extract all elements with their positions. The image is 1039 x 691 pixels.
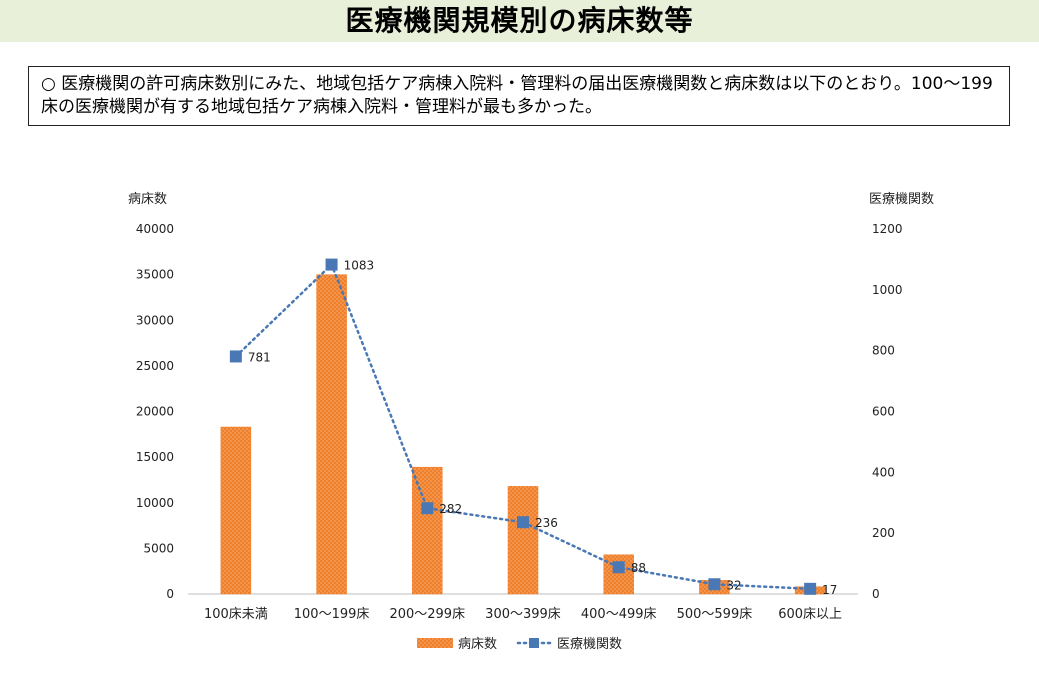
bar (220, 426, 252, 595)
data-label: 282 (439, 502, 462, 516)
x-tick-label: 400～499床 (581, 607, 657, 622)
data-label: 1083 (344, 259, 375, 273)
y-right-tick-label: 1000 (872, 283, 903, 297)
page-title: 医療機関規模別の病床数等 (345, 4, 694, 37)
legend-bar-swatch (417, 638, 453, 648)
legend-line-marker (529, 638, 539, 648)
y-left-tick-label: 5000 (143, 541, 174, 555)
x-tick-label: 100床未満 (204, 607, 268, 622)
y-left-tick-label: 35000 (136, 268, 174, 282)
line-point (804, 582, 817, 595)
data-label: 32 (726, 578, 741, 592)
y-left-tick-label: 0 (166, 587, 174, 601)
x-tick-label: 300～399床 (485, 607, 561, 622)
data-label: 781 (248, 350, 271, 364)
legend-line-label: 医療機関数 (557, 637, 622, 652)
line-point (708, 578, 721, 591)
y-right-tick-label: 400 (872, 465, 895, 479)
y-left-tick-label: 40000 (136, 222, 174, 236)
y-right-tick-label: 800 (872, 344, 895, 358)
legend-bar-label: 病床数 (458, 637, 497, 652)
y-left-tick-label: 20000 (136, 405, 174, 419)
summary-text: ○ 医療機関の許可病床数別にみた、地域包括ケア病棟入院料・管理料の届出医療機関数… (41, 74, 993, 117)
y-right-tick-label: 0 (872, 587, 880, 601)
bar (603, 554, 634, 595)
bar (412, 466, 443, 595)
data-label: 17 (822, 583, 837, 597)
y-left-axis-title: 病床数 (128, 192, 167, 207)
summary-box: ○ 医療機関の許可病床数別にみた、地域包括ケア病棟入院料・管理料の届出医療機関数… (28, 66, 1010, 126)
y-right-tick-label: 200 (872, 526, 895, 540)
line-point (325, 258, 338, 271)
x-tick-label: 600床以上 (778, 607, 842, 622)
line-point (612, 561, 625, 574)
data-label: 236 (535, 516, 558, 530)
y-right-tick-label: 600 (872, 405, 895, 419)
x-tick-label: 100～199床 (294, 607, 370, 622)
y-right-axis-title: 医療機関数 (869, 192, 934, 207)
y-left-tick-label: 15000 (136, 450, 174, 464)
y-left-tick-label: 30000 (136, 313, 174, 327)
x-tick-label: 200～299床 (389, 607, 465, 622)
bar (316, 274, 347, 595)
data-label: 88 (631, 561, 646, 575)
y-left-tick-label: 10000 (136, 496, 174, 510)
combo-chart: 病床数 医療機関数05000100001500020000250003000035… (128, 192, 934, 652)
bar (507, 486, 539, 595)
y-right-tick-label: 1200 (872, 222, 903, 236)
title-band (0, 0, 1039, 42)
x-tick-label: 500～599床 (677, 607, 753, 622)
y-left-tick-label: 25000 (136, 359, 174, 373)
line-point (229, 350, 242, 363)
line-point (517, 516, 529, 529)
line-point (421, 502, 434, 515)
